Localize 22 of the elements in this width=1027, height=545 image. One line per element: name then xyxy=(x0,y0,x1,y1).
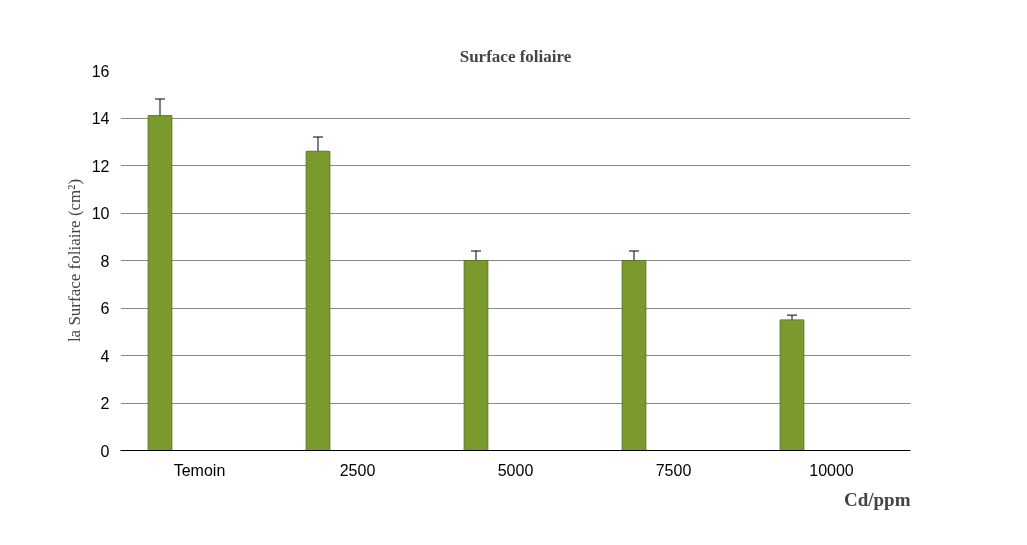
bar xyxy=(621,260,647,451)
x-tick-label: 2500 xyxy=(339,461,376,479)
bar xyxy=(779,319,805,451)
chart-title: Surface foliaire xyxy=(459,46,572,66)
bar xyxy=(147,115,173,451)
x-axis-title: Cd/ppm xyxy=(843,488,911,510)
x-tick-label: Temoin xyxy=(173,461,226,479)
y-tick-label: 16 xyxy=(91,62,110,80)
x-tick-label: 7500 xyxy=(655,461,692,479)
y-tick-label: 12 xyxy=(91,157,110,175)
y-axis-title: la Surface foliaire (cm²) xyxy=(64,178,84,343)
y-tick-label: 0 xyxy=(100,442,110,460)
y-tick-label: 6 xyxy=(100,300,110,317)
x-tick-label: 10000 xyxy=(809,461,854,479)
x-tick-label: 5000 xyxy=(497,461,534,479)
y-tick-label: 8 xyxy=(100,252,110,270)
y-tick-label: 4 xyxy=(100,347,110,365)
y-tick-label: 14 xyxy=(91,110,110,127)
y-tick-label: 2 xyxy=(100,395,110,412)
bar xyxy=(463,260,489,451)
y-tick-label: 10 xyxy=(91,205,110,222)
bar xyxy=(305,150,331,451)
